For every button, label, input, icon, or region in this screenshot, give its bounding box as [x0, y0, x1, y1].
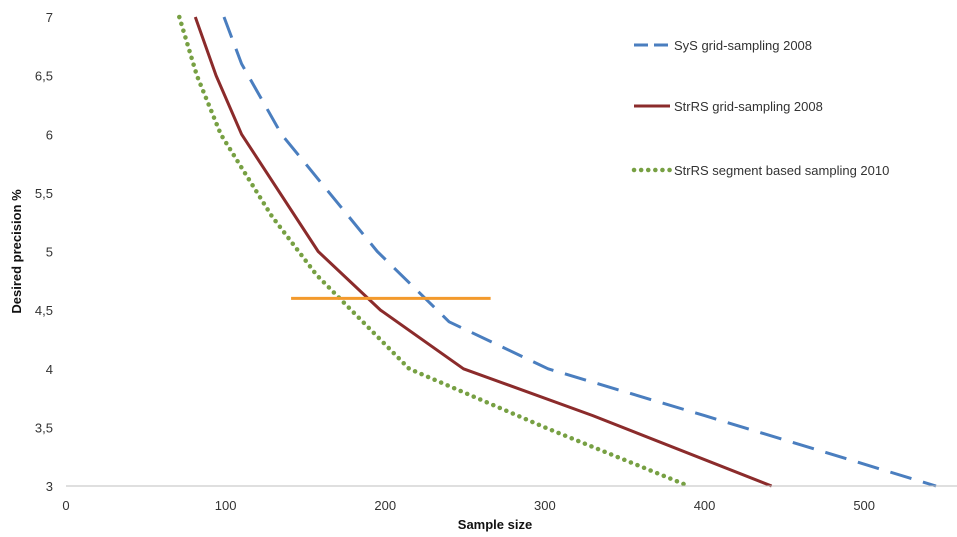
y-tick-label: 3,5 — [35, 420, 53, 435]
y-tick-label: 6 — [46, 127, 53, 142]
x-tick-label: 100 — [215, 498, 237, 513]
y-tick-label: 3 — [46, 479, 53, 494]
x-tick-label: 400 — [694, 498, 716, 513]
y-tick-label: 7 — [46, 10, 53, 25]
series-line-2 — [193, 16, 773, 488]
y-axis-ticks: 3 3,5 4 4,5 5 5,5 6 6,5 7 — [35, 10, 53, 494]
legend-label-1: SyS grid-sampling 2008 — [674, 38, 812, 53]
legend: SyS grid-sampling 2008 StrRS grid-samplin… — [631, 38, 889, 178]
y-axis-title: Desired precision % — [9, 189, 24, 314]
x-axis-title: Sample size — [458, 517, 532, 532]
series-line-3 — [177, 14, 691, 489]
x-tick-label: 500 — [853, 498, 875, 513]
y-tick-label: 4 — [46, 362, 53, 377]
x-tick-label: 200 — [374, 498, 396, 513]
x-tick-label: 300 — [534, 498, 556, 513]
series-layer — [177, 14, 937, 489]
series-line-1 — [222, 16, 937, 488]
x-axis-ticks: 0 100 200 300 400 500 — [62, 498, 875, 513]
y-tick-label: 4,5 — [35, 303, 53, 318]
y-tick-label: 5 — [46, 245, 53, 260]
y-tick-label: 5,5 — [35, 186, 53, 201]
legend-label-3: StrRS segment based sampling 2010 — [674, 163, 889, 178]
x-tick-label: 0 — [62, 498, 69, 513]
legend-label-2: StrRS grid-sampling 2008 — [674, 99, 823, 114]
y-tick-label: 6,5 — [35, 69, 53, 84]
